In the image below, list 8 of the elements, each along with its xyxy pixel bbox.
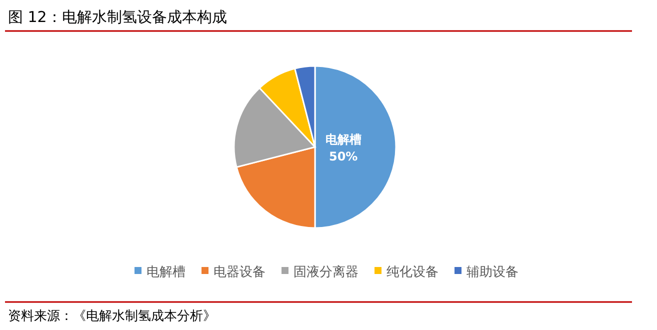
legend-label: 辅助设备 bbox=[466, 265, 518, 280]
legend-label: 电器设备 bbox=[214, 265, 266, 280]
legend-label: 电解槽 bbox=[146, 265, 186, 280]
chart-title: 图 12：电解水制氢设备成本构成 bbox=[8, 8, 227, 26]
legend-label: 固液分离器 bbox=[294, 264, 358, 280]
data-label: 电解槽 50% bbox=[325, 132, 362, 164]
text: 资料来源：《电解水制氢成本分析》 bbox=[8, 309, 216, 324]
legend-label: 纯化设备 bbox=[386, 265, 438, 280]
